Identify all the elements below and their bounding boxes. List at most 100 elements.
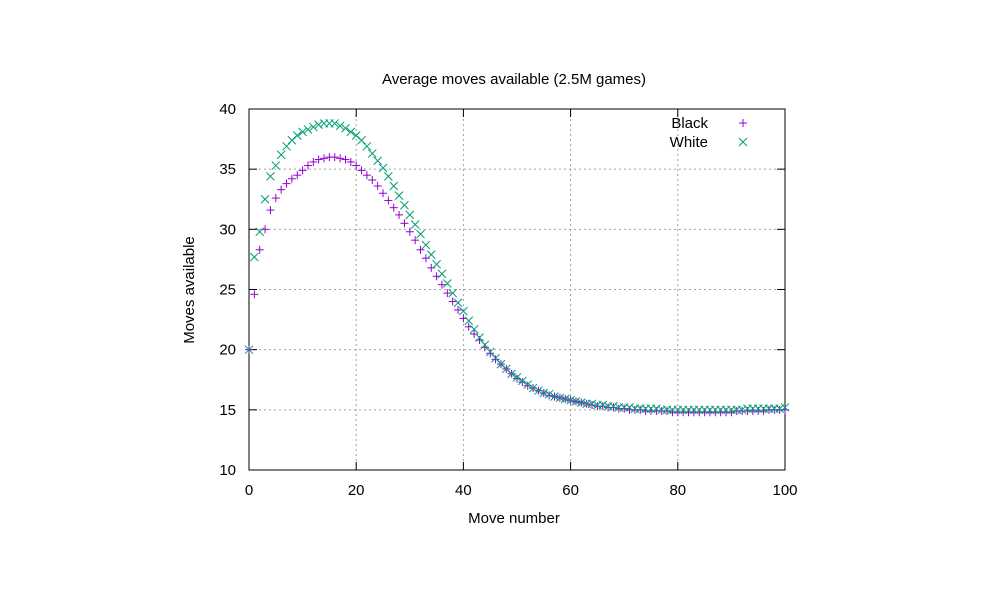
data-point: [352, 161, 361, 170]
legend-marker-black: [739, 119, 747, 127]
y-tick-label: 15: [219, 402, 236, 419]
data-point: [292, 131, 302, 140]
data-point: [448, 297, 457, 306]
data-point: [652, 404, 661, 413]
data-point: [523, 380, 533, 389]
data-point: [309, 157, 318, 166]
data-point: [421, 240, 431, 250]
data-point: [454, 305, 463, 314]
data-point: [384, 196, 393, 205]
data-point: [775, 404, 784, 413]
y-tick-label: 25: [219, 282, 236, 299]
data-point: [780, 403, 790, 412]
data-point: [266, 206, 275, 215]
data-point: [464, 316, 474, 326]
data-point: [314, 120, 324, 129]
data-point: [314, 155, 323, 164]
data-point: [373, 182, 382, 191]
data-point: [663, 407, 672, 416]
data-point: [384, 172, 393, 181]
data-point: [469, 324, 479, 334]
data-point: [303, 161, 312, 170]
data-point: [255, 227, 265, 237]
data-point: [260, 194, 270, 204]
y-tick-label: 40: [219, 101, 236, 118]
data-point: [609, 403, 618, 412]
data-point: [587, 399, 597, 409]
data-point: [737, 405, 747, 415]
data-point: [442, 279, 452, 288]
data-point: [448, 288, 458, 298]
data-point: [341, 155, 350, 164]
data-point: [411, 236, 420, 245]
data-point: [362, 141, 372, 151]
x-tick-label: 60: [562, 482, 579, 499]
data-point: [416, 245, 425, 254]
data-point: [518, 376, 527, 386]
data-point: [250, 252, 259, 262]
data-point: [394, 191, 404, 200]
data-point: [539, 388, 549, 398]
y-tick-label: 30: [219, 221, 236, 238]
data-point: [341, 123, 350, 133]
legend: Black White: [670, 115, 748, 151]
data-point: [620, 404, 629, 413]
data-point: [453, 298, 463, 308]
x-axis-label: Move number: [468, 510, 560, 527]
data-point: [271, 194, 280, 203]
data-point: [486, 349, 495, 358]
data-point: [534, 386, 543, 395]
data-point: [571, 397, 581, 406]
data-point: [598, 400, 608, 410]
x-tick-label: 40: [455, 482, 472, 499]
data-point: [576, 398, 586, 407]
data-point: [550, 392, 559, 401]
data-point: [443, 289, 452, 298]
legend-marker-white: [738, 137, 748, 147]
data-point: [544, 389, 554, 399]
data-point: [277, 185, 286, 194]
data-point: [437, 269, 447, 279]
data-point: [298, 127, 307, 137]
data-point: [330, 119, 340, 128]
series-white: [244, 119, 790, 415]
data-point: [625, 403, 634, 412]
data-point: [507, 369, 516, 379]
data-point: [368, 175, 377, 184]
data-point: [250, 290, 259, 299]
data-point: [475, 333, 484, 342]
data-point: [379, 189, 387, 198]
data-point: [320, 154, 329, 163]
data-point: [287, 174, 296, 183]
data-point: [405, 227, 414, 236]
data-point: [335, 121, 345, 131]
data-point: [346, 127, 356, 137]
data-point: [400, 200, 409, 210]
data-point: [566, 395, 575, 405]
x-tick-label: 100: [772, 482, 797, 499]
data-point: [555, 393, 565, 403]
chart-title: Average moves available (2.5M games): [382, 71, 646, 88]
data-point: [357, 166, 366, 175]
y-tick-label: 10: [219, 462, 236, 479]
data-point: [330, 153, 339, 162]
data-point: [560, 394, 570, 404]
data-point: [378, 163, 388, 173]
data-point: [528, 383, 538, 393]
data-point: [432, 259, 441, 269]
data-point: [276, 150, 286, 160]
data-point: [255, 245, 264, 254]
data-point: [282, 179, 291, 188]
y-tick-label: 20: [219, 342, 236, 359]
data-series: [244, 119, 790, 417]
data-point: [512, 372, 522, 382]
data-point: [303, 125, 313, 134]
data-point: [437, 280, 446, 289]
data-point: [421, 254, 430, 263]
data-point: [470, 330, 479, 339]
data-point: [480, 340, 490, 350]
data-point: [588, 401, 597, 410]
data-point: [373, 156, 382, 166]
data-point: [271, 161, 281, 170]
y-axis-label: Moves available: [181, 236, 198, 344]
